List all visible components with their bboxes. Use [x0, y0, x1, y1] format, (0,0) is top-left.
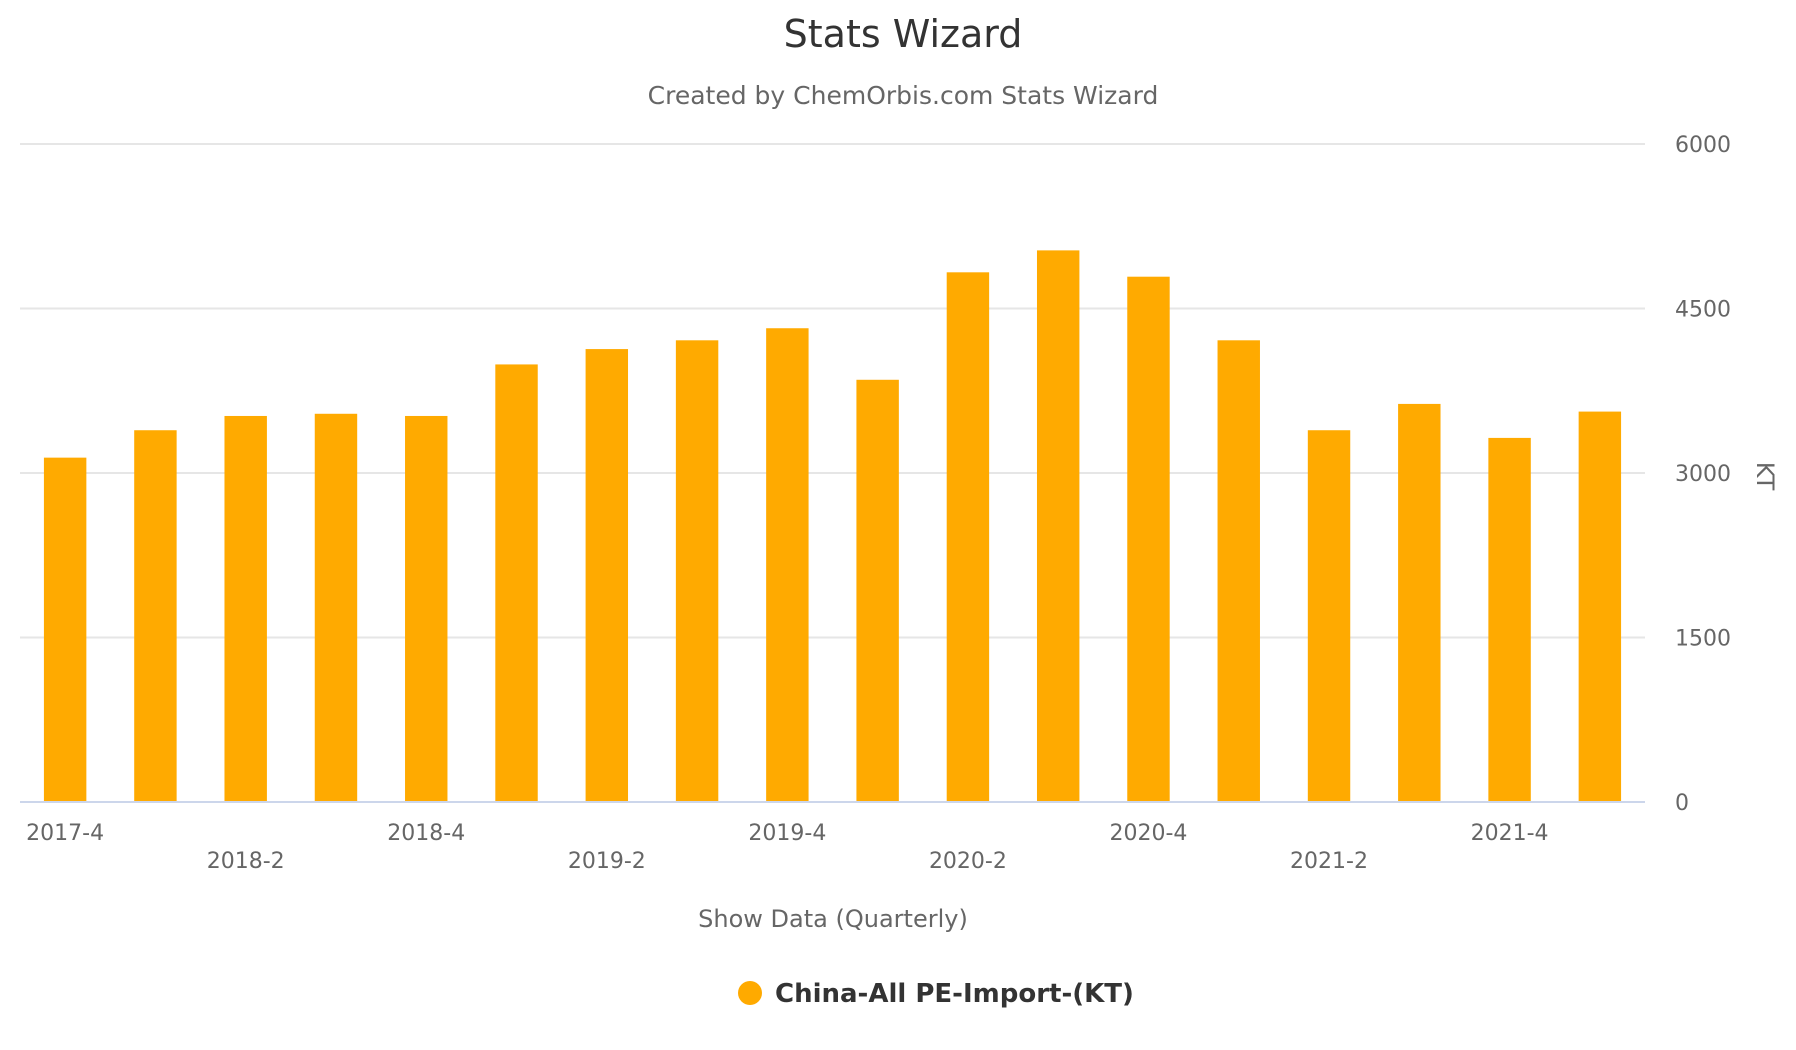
- x-tick-label: 2019-2: [568, 849, 646, 874]
- bar[interactable]: [675, 340, 719, 802]
- x-tick-label: 2021-4: [1471, 821, 1549, 846]
- bar[interactable]: [1578, 411, 1622, 802]
- bar[interactable]: [1398, 403, 1441, 802]
- bar[interactable]: [1217, 340, 1260, 802]
- legend[interactable]: China-All PE-Import-(KT): [738, 979, 1134, 1009]
- y-tick-label: 4500: [1675, 298, 1731, 323]
- x-axis-title: Show Data (Quarterly): [698, 905, 968, 933]
- bar[interactable]: [766, 328, 809, 802]
- bar[interactable]: [405, 415, 448, 802]
- bar[interactable]: [134, 430, 177, 802]
- x-axis: 2017-4 2018-2 2018-4 2019-2 2019-4 2020-2 2020…: [20, 801, 1645, 874]
- bar[interactable]: [224, 415, 267, 802]
- bar[interactable]: [43, 457, 87, 802]
- y-tick-label: 6000: [1675, 133, 1731, 158]
- bar-series: [43, 250, 1622, 803]
- x-tick-label: 2020-2: [929, 849, 1007, 874]
- x-tick-label: 2019-4: [748, 821, 826, 846]
- y-tick-label: 3000: [1675, 462, 1731, 487]
- bar[interactable]: [1488, 437, 1531, 802]
- x-tick-label: 2020-4: [1110, 821, 1188, 846]
- y-tick-label: 1500: [1675, 627, 1731, 652]
- x-tick-label: 2017-4: [26, 821, 104, 846]
- x-tick-label: 2018-2: [207, 849, 285, 874]
- bar[interactable]: [1127, 276, 1170, 802]
- chart-subtitle: Created by ChemOrbis.com Stats Wizard: [648, 81, 1159, 110]
- bar[interactable]: [1036, 250, 1080, 803]
- bar[interactable]: [856, 379, 899, 802]
- gridlines: [20, 143, 1645, 639]
- y-axis: 0 1500 3000 4500 6000: [1675, 133, 1731, 816]
- bar[interactable]: [946, 272, 990, 802]
- legend-marker: [738, 981, 762, 1005]
- legend-label: China-All PE-Import-(KT): [775, 979, 1134, 1009]
- x-tick-label: 2018-4: [387, 821, 465, 846]
- chart-title: Stats Wizard: [784, 12, 1023, 56]
- bar[interactable]: [314, 413, 358, 802]
- x-tick-label: 2021-2: [1290, 849, 1368, 874]
- bar[interactable]: [1307, 430, 1351, 802]
- y-axis-title: KT: [1751, 462, 1779, 491]
- bar[interactable]: [495, 364, 538, 802]
- bar[interactable]: [585, 349, 629, 802]
- y-tick-label: 0: [1675, 791, 1689, 816]
